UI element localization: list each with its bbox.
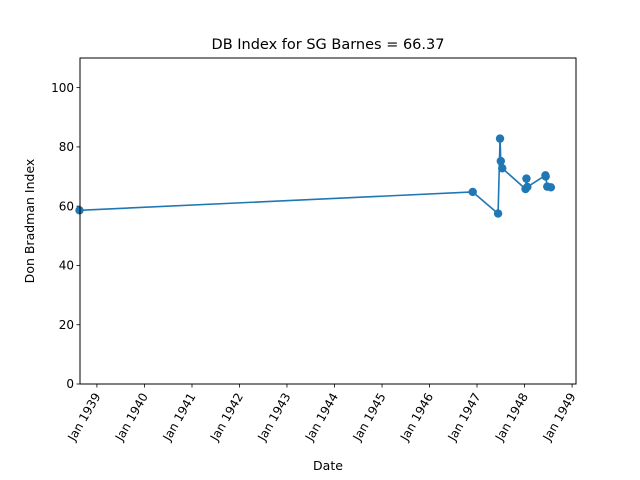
series-layer (75, 134, 556, 218)
data-point (523, 182, 532, 192)
x-tick-label: Jan 1939 (64, 391, 103, 445)
y-tick-label: 40 (59, 259, 74, 273)
x-tick-label: Jan 1940 (112, 391, 151, 445)
x-axis: Jan 1939 Jan 1940 Jan 1941 Jan 1942 Jan 1943… (64, 384, 579, 445)
y-tick-label: 0 (66, 377, 74, 391)
data-point (546, 183, 556, 192)
x-tick-label: Jan 1945 (350, 391, 389, 445)
data-point (468, 187, 477, 197)
plot-area (80, 58, 576, 384)
y-axis: 0 20 40 60 80 100 (51, 81, 80, 391)
x-tick-label: Jan 1942 (207, 391, 246, 445)
chart-title: DB Index for SG Barnes = 66.37 (212, 37, 445, 53)
y-tick-label: 20 (59, 318, 74, 332)
x-axis-label: Date (313, 458, 343, 473)
y-tick-label: 100 (51, 81, 74, 95)
y-tick-label: 80 (59, 140, 74, 154)
x-tick-label: Jan 1947 (445, 391, 484, 445)
data-point (495, 134, 505, 143)
data-point (75, 206, 84, 215)
y-axis-label: Don Bradman Index (22, 159, 37, 284)
data-point (541, 172, 550, 181)
x-tick-label: Jan 1943 (255, 391, 294, 445)
y-tick-label: 60 (59, 199, 74, 213)
data-point (496, 156, 506, 166)
x-tick-label: Jan 1948 (492, 391, 531, 445)
x-tick-label: Jan 1941 (160, 391, 199, 445)
data-point (493, 209, 503, 218)
x-tick-label: Jan 1944 (302, 391, 341, 445)
data-point (522, 174, 531, 183)
x-tick-label: Jan 1949 (540, 391, 579, 445)
x-tick-label: Jan 1946 (397, 391, 436, 445)
data-point (498, 164, 507, 173)
plot-frame (79, 57, 577, 385)
